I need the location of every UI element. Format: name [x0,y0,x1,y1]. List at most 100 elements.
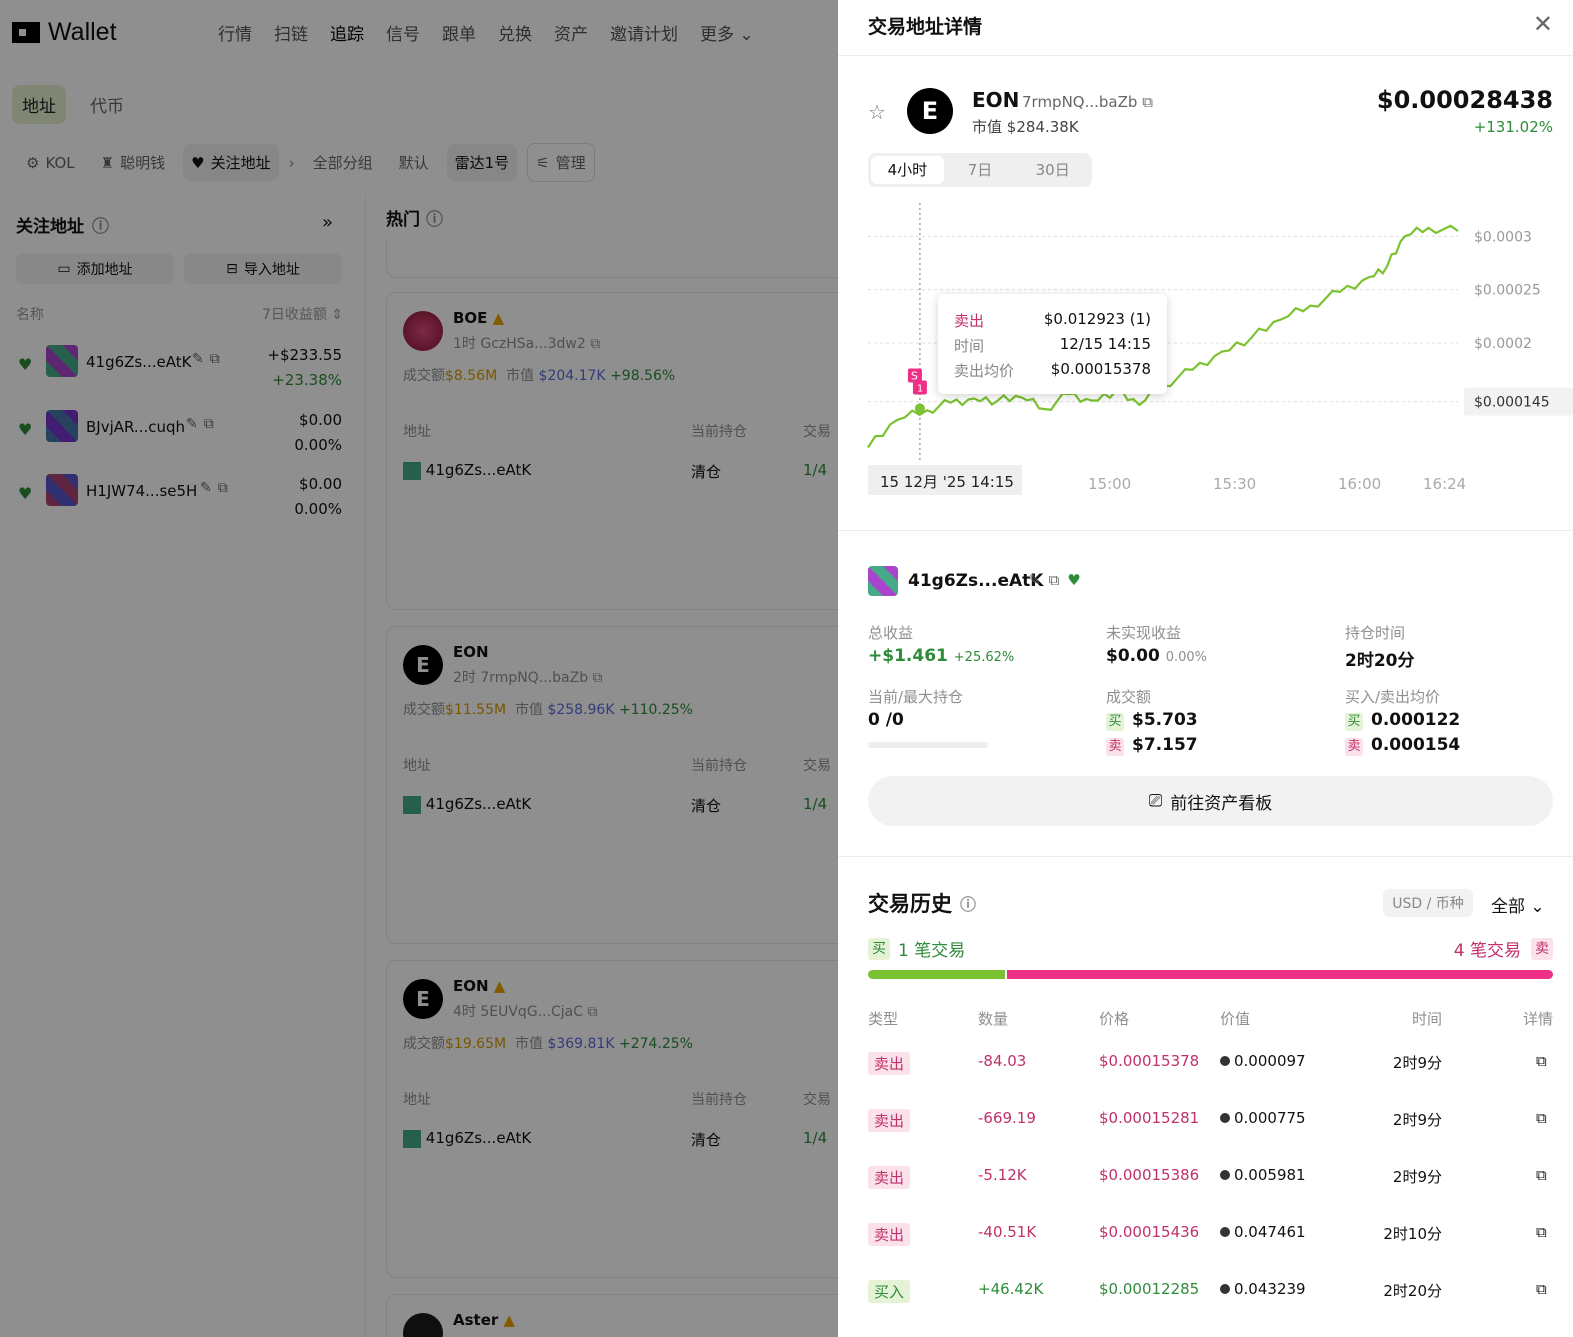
cat-all-groups[interactable]: 全部分组 [312,154,373,172]
nav-invite[interactable]: 邀请计划 [610,25,678,45]
price-chart[interactable]: $0.0003 $0.00025 $0.0002 $0.000145 S1 15 12月 … [838,195,1573,505]
okx-logo-icon [12,22,40,43]
sort-icon: ⇕ [331,307,344,323]
change-value: +110.25% [618,702,693,718]
manage-label: 管理 [555,154,586,172]
col-7d-pnl[interactable]: 7日收益额 ⇕ [262,304,343,324]
edit-copy-icons[interactable]: ✎⧉ [200,480,234,496]
detail-link-icon[interactable]: ⧉ [1536,1280,1547,1298]
nav-more[interactable]: 更多 ⌄ [700,20,754,45]
heart-icon[interactable]: ♥ [1067,571,1089,589]
feed-card[interactable]: BOE ▲ 1时 GczHSa...3dw2 ⧉ 成交额$8.56M 市值 $2… [386,292,838,610]
position-bar [868,742,988,748]
cat-kol[interactable]: ⚙ KOL [18,146,83,180]
sol-icon [1220,1170,1230,1180]
close-icon[interactable]: ✕ [1532,10,1553,38]
cat-default[interactable]: 默认 [398,154,429,172]
trade-type-tag: 卖出 [868,1223,911,1246]
heart-icon[interactable]: ♥ [18,484,33,503]
watchlist-title: 关注地址 ⓘ [16,212,109,237]
heart-icon[interactable]: ♥ [18,420,33,439]
feed-card[interactable]: E EON 2时 7rmpNQ...baZb ⧉ 成交额$11.55M 市值 $… [386,626,838,944]
vol-label: 成交额 [403,702,445,718]
collapse-icon[interactable]: » [322,212,334,233]
avg-sell: 卖 0.000154 [1345,735,1460,756]
filter-dropdown[interactable]: 全部 ⌄ [1491,892,1545,917]
detail-link-icon[interactable]: ⧉ [1536,1166,1547,1184]
edit-copy-icons[interactable]: ✎⧉ [192,351,226,367]
trade-type: 卖出 [868,1166,911,1189]
heart-icon[interactable]: ♥ [18,355,33,374]
chevron-down-icon: ⌄ [1530,897,1545,917]
nav-market[interactable]: 行情 [218,25,252,45]
trade-type-tag: 卖出 [868,1166,911,1189]
wallet-row[interactable]: ♥ BJvjAR...cuqh ✎⧉ $0.00 0.00% [18,408,348,464]
nav-assets[interactable]: 资产 [554,25,588,45]
wallet-row[interactable]: ♥ H1JW74...se5H ✎⧉ $0.00 0.00% [18,472,348,528]
header-trades: 交易 [803,424,831,440]
range-30d[interactable]: 30日 [1035,161,1070,179]
range-4h[interactable]: 4小时 [871,156,944,184]
cat-smart-money[interactable]: ♜ 聪明钱 [93,144,173,181]
tab-token[interactable]: 代币 [90,97,124,117]
goto-dashboard-button[interactable]: ⎚ 前往资产看板 [868,776,1553,826]
copy-icon[interactable]: ⧉ [592,670,603,686]
token-avatar: E [907,88,953,134]
edit-icon[interactable]: ✎ [1028,571,1049,589]
copy-icon[interactable]: ⧉ [1048,571,1068,589]
holder-address[interactable]: 41g6Zs...eAtK [403,461,531,480]
unit-toggle[interactable]: USD / 币种 [1383,889,1473,917]
token-address: 7rmpNQ...baZb ⧉ [1022,93,1153,111]
trade-price: $0.00015436 [1099,1223,1200,1241]
import-address-button[interactable]: ⊟ 导入地址 [184,254,342,284]
wallet-row[interactable]: ♥ 41g6Zs...eAtK ✎⧉ +$233.55 +23.38% [18,343,348,399]
avatar [403,461,421,480]
add-address-button[interactable]: ▭ 添加地址 [16,254,174,284]
avatar [403,1129,421,1148]
token-stats: 成交额$8.56M 市值 $204.17K +98.56% [403,365,675,385]
copy-icon[interactable]: ⧉ [587,1004,598,1020]
nav-signal[interactable]: 信号 [386,25,420,45]
divider [838,530,1573,531]
nav-copy[interactable]: 跟单 [442,25,476,45]
range-selector: 4小时 7日 30日 [868,153,1092,187]
trade-value: 0.005981 [1220,1166,1306,1184]
sell-ratio [1007,970,1553,979]
copy-icon[interactable]: ⧉ [590,336,601,352]
okx-wallet-logo[interactable]: Wallet [12,18,117,47]
sol-icon [1220,1113,1230,1123]
info-icon[interactable]: ⓘ [92,217,109,237]
avg-sell-value: 0.000154 [1371,735,1461,755]
cat-radar[interactable]: 雷达1号 [446,144,518,181]
range-7d[interactable]: 7日 [967,161,993,179]
detail-link-icon[interactable]: ⧉ [1536,1109,1547,1127]
detail-link-icon[interactable]: ⧉ [1536,1052,1547,1070]
feed-card[interactable]: Aster ▲ [386,1294,838,1337]
token-name-text: BOE [453,309,488,327]
header-address: 地址 [403,1092,431,1108]
warning-icon: ▲ [503,1311,516,1329]
nav-swap[interactable]: 兑换 [498,25,532,45]
holder-address[interactable]: 41g6Zs...eAtK [403,1129,531,1148]
star-icon[interactable]: ☆ [868,100,886,124]
trade-qty: -40.51K [978,1223,1037,1241]
holder-address-text: 41g6Zs...eAtK [425,795,532,813]
avg-price-label: 买入/卖出均价 [1345,688,1441,706]
tab-address[interactable]: 地址 [12,85,66,124]
holder-address[interactable]: 41g6Zs...eAtK [403,795,531,814]
cat-follow[interactable]: ♥ 关注地址 [183,144,279,181]
info-icon[interactable]: ⓘ [426,210,443,230]
feed-card[interactable]: E EON ▲ 4时 5EUVqG...CjaC ⧉ 成交额$19.65M 市值… [386,960,838,1278]
sell-tag: 卖 [1531,937,1553,960]
detail-link-icon[interactable]: ⧉ [1536,1223,1547,1241]
copy-icon[interactable]: ⧉ [1142,93,1153,111]
cat-follow-label: 关注地址 [210,154,271,172]
trade-price: $0.00015386 [1099,1166,1200,1184]
info-icon[interactable]: ⓘ [960,895,977,914]
trade-qty: +46.42K [978,1280,1044,1298]
manage-button[interactable]: ⚟ 管理 [527,143,595,182]
edit-copy-icons[interactable]: ✎⧉ [186,416,220,432]
nav-track[interactable]: 追踪 [330,25,364,45]
nav-scan[interactable]: 扫链 [274,25,308,45]
watchlist-title-text: 关注地址 [16,217,84,237]
